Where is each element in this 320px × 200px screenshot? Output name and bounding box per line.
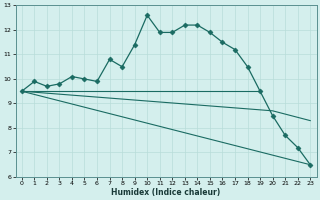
X-axis label: Humidex (Indice chaleur): Humidex (Indice chaleur) (111, 188, 221, 197)
